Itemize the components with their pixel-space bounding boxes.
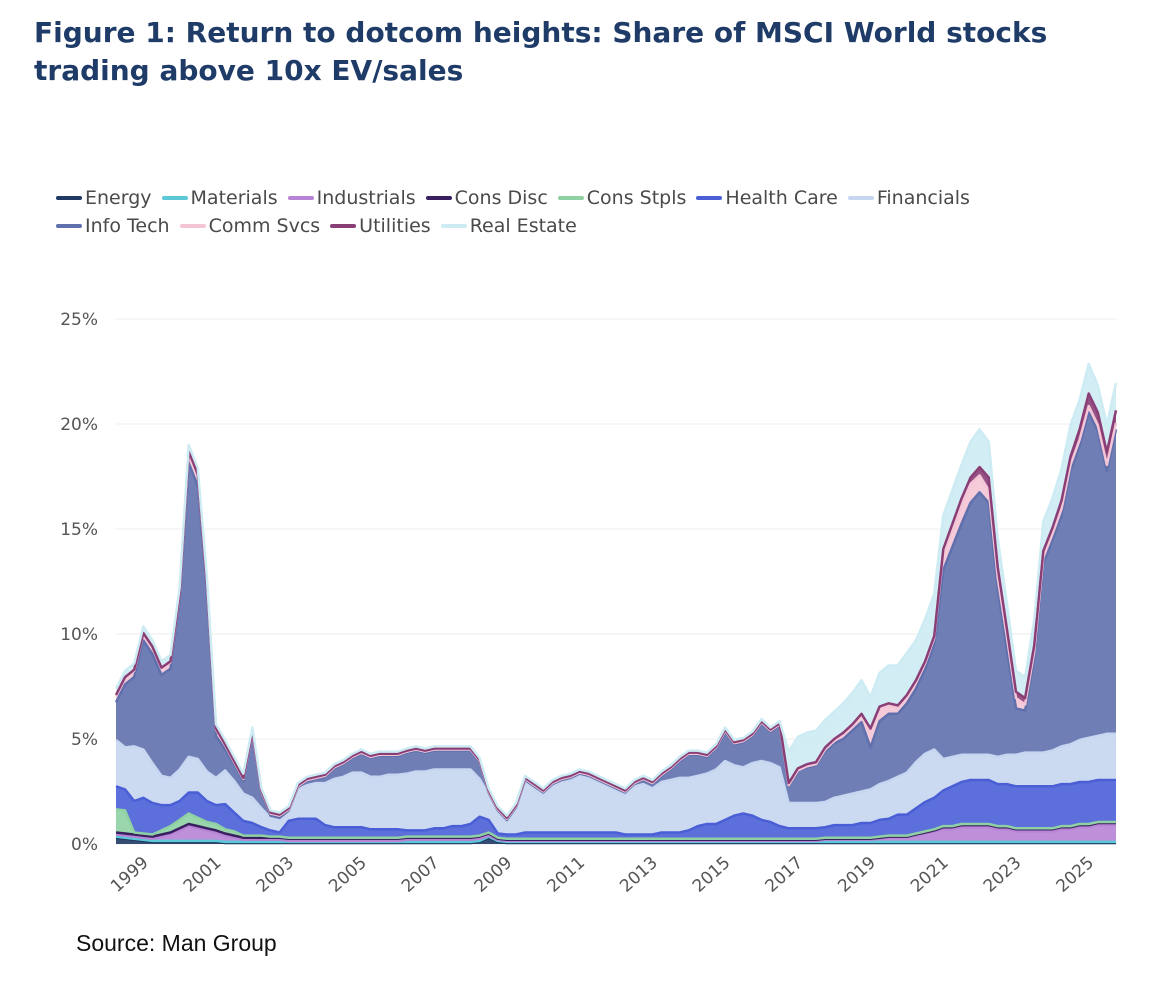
x-tick-label: 2011 — [543, 853, 589, 897]
x-tick-label: 2001 — [180, 853, 226, 897]
y-tick-label: 0% — [71, 835, 98, 855]
y-tick-label: 15% — [60, 520, 98, 540]
x-tick-label: 2023 — [980, 853, 1026, 897]
x-axis-ticks: 1999 2001 2003 2005 2007 2009 2011 2013 2015 2017… — [107, 853, 1098, 897]
y-axis-ticks: 0% 5% 10% 15% 20% 25% — [60, 310, 98, 855]
x-tick-label: 2013 — [616, 853, 662, 897]
y-tick-label: 5% — [71, 730, 98, 750]
source-note: Source: Man Group — [76, 930, 277, 957]
chart-area: 0% 5% 10% 15% 20% 25% 1999 2001 2003 2005 2007 200… — [0, 0, 1154, 984]
x-tick-label: 2005 — [325, 853, 371, 897]
y-tick-label: 10% — [60, 625, 98, 645]
x-tick-label: 2019 — [834, 853, 880, 897]
x-tick-label: 2009 — [471, 853, 517, 897]
y-tick-label: 20% — [60, 415, 98, 435]
x-tick-label: 2007 — [398, 853, 444, 897]
x-tick-label: 1999 — [107, 853, 153, 897]
stacked-areas — [116, 364, 1116, 844]
x-tick-label: 2025 — [1053, 853, 1099, 897]
x-tick-label: 2021 — [907, 853, 953, 897]
x-tick-label: 2017 — [762, 853, 808, 897]
y-tick-label: 25% — [60, 310, 98, 330]
x-tick-label: 2015 — [689, 853, 735, 897]
x-tick-label: 2003 — [253, 853, 299, 897]
